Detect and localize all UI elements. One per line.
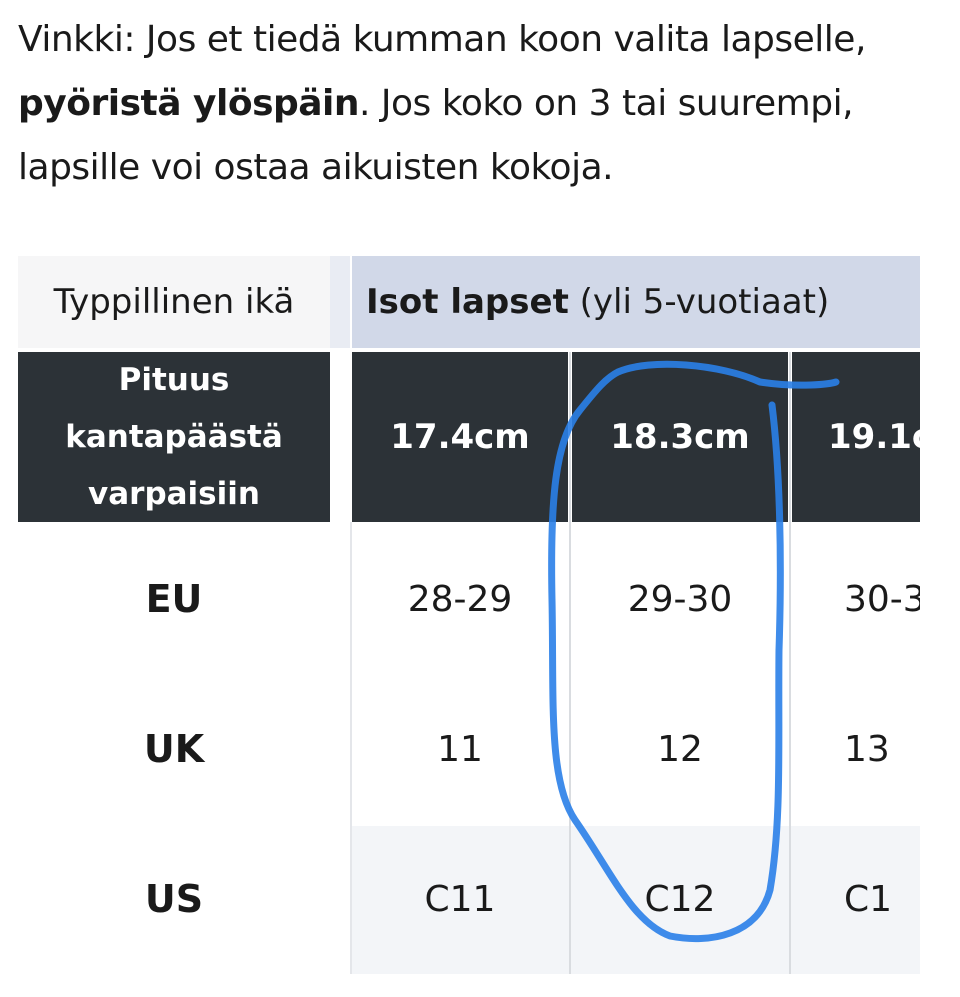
length-label: Pituus kantapäästä varpaisiin [18, 352, 330, 522]
table-cell: C11 [424, 878, 496, 920]
column-divider [330, 256, 350, 348]
row-label-eu: EU [145, 577, 203, 621]
age-group-rest: (yli 5-vuotiaat) [568, 282, 830, 322]
row-label-uk: UK [143, 727, 205, 771]
table-cell: C1 [844, 878, 893, 920]
table-cell: 12 [657, 728, 703, 770]
table-cell: 29-30 [627, 578, 733, 620]
tip-bold: pyöristä ylöspäin [18, 83, 360, 124]
column-divider [789, 352, 791, 974]
table-cell: 30-3 [844, 578, 920, 620]
table-cell: 13 [844, 728, 890, 770]
tip-text: Vinkki: Jos et tiedä kumman koon valita … [18, 8, 938, 200]
size-table: Typpillinen ikä Isot lapset (yli 5-vuoti… [18, 256, 920, 974]
row-label-us: US [144, 877, 204, 921]
length-header: 18.3cm [572, 352, 788, 522]
age-group-bold: Isot lapset [366, 282, 569, 322]
column-divider [350, 522, 352, 974]
age-group: Isot lapset (yli 5-vuotiaat) [352, 256, 920, 348]
length-header: 19.1c [792, 352, 920, 522]
age-label: Typpillinen ikä [18, 256, 330, 348]
table-cell: C12 [644, 878, 716, 920]
column-divider [569, 352, 571, 974]
tip-suffix: . Jos koko on 3 tai suurempi, lapsille v… [18, 83, 854, 188]
table-cell: 11 [437, 728, 483, 770]
column-divider [330, 352, 350, 522]
table-cell: 28-29 [407, 578, 513, 620]
tip-prefix: Vinkki: Jos et tiedä kumman koon valita … [18, 19, 866, 60]
length-header: 17.4cm [352, 352, 568, 522]
